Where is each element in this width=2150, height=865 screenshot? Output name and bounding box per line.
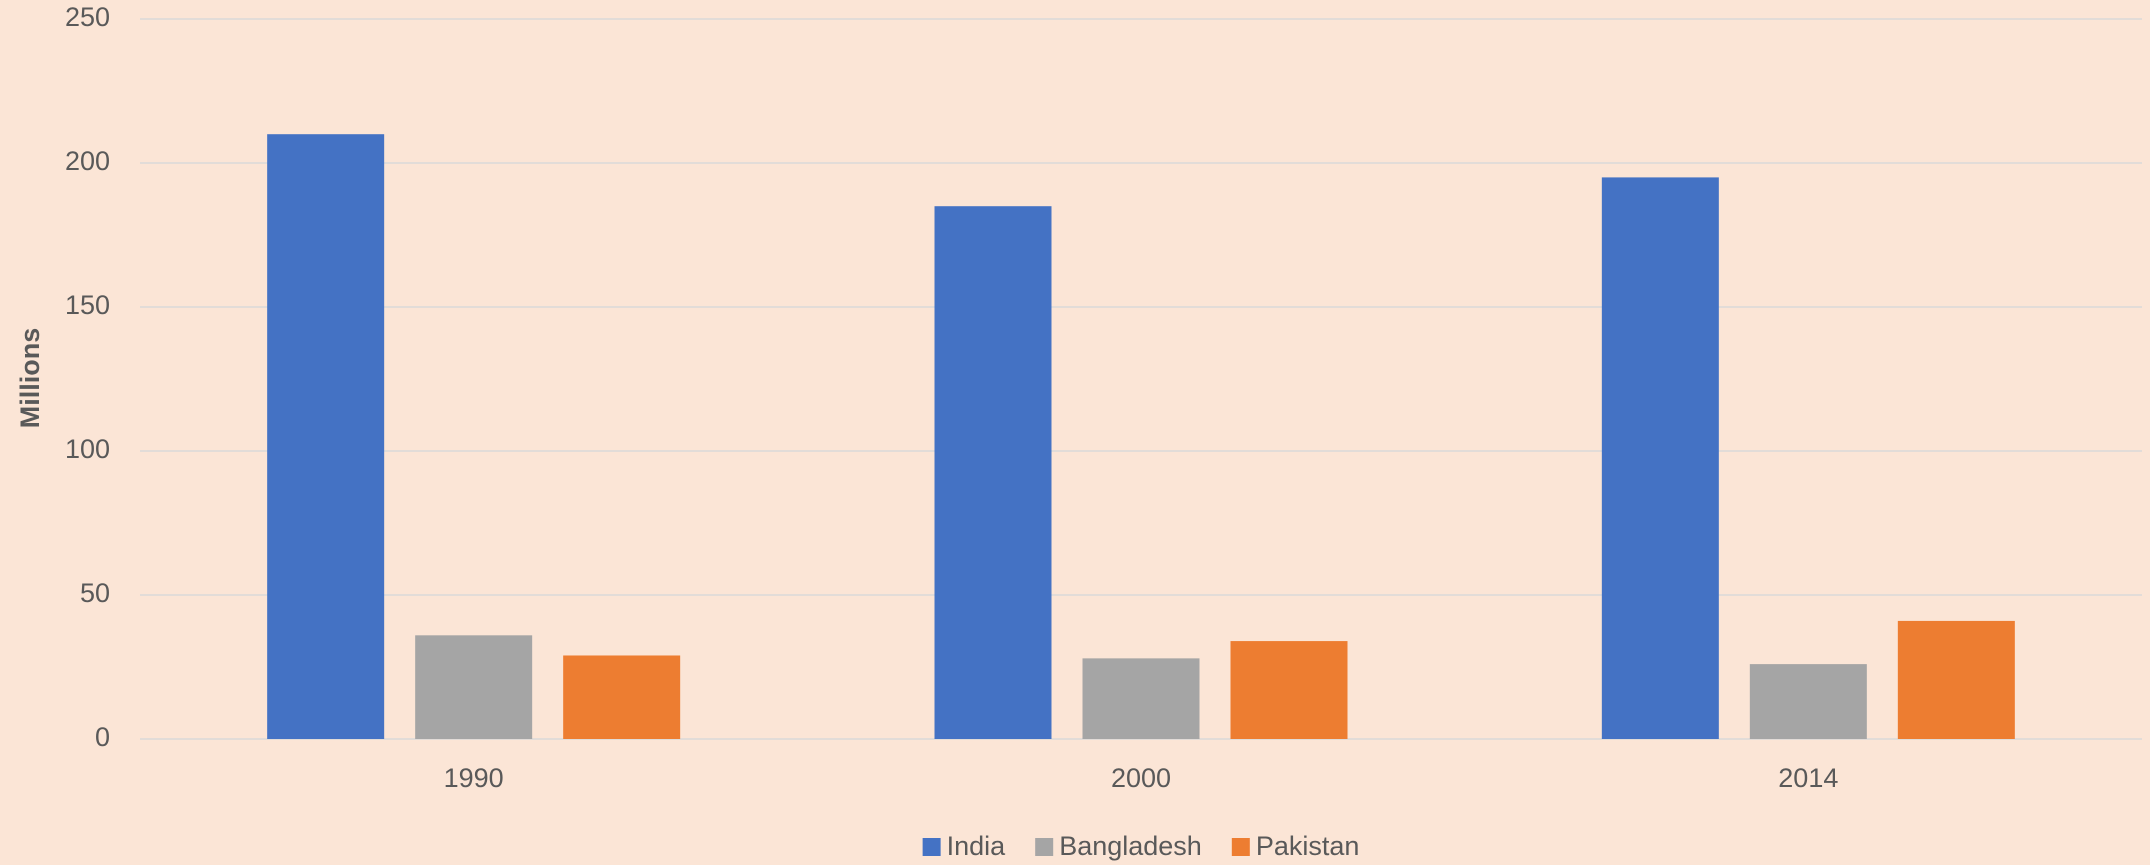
y-tick-label: 0 [95,722,110,752]
legend-label: Pakistan [1256,831,1360,861]
y-tick-label: 50 [80,578,110,608]
legend-label: Bangladesh [1059,831,1202,861]
bar [267,134,385,739]
legend-swatch [1231,838,1250,856]
bar [1082,658,1200,739]
bar [1897,620,2015,739]
x-tick-label: 2014 [1778,763,1838,793]
legend-label: India [947,831,1007,861]
bar [1601,177,1719,739]
bar [934,206,1052,739]
y-tick-label: 150 [65,290,110,320]
y-tick-label: 200 [65,146,110,176]
y-tick-label: 250 [65,2,110,32]
bar [1230,641,1348,739]
y-tick-label: 100 [65,434,110,464]
x-tick-label: 1990 [444,763,504,793]
x-tick-label: 2000 [1111,763,1171,793]
legend-swatch [922,838,941,856]
bar [415,635,533,739]
bar [1749,664,1867,739]
y-axis-title: Millions [15,328,45,429]
bar [563,655,681,739]
legend-swatch [1035,838,1054,856]
